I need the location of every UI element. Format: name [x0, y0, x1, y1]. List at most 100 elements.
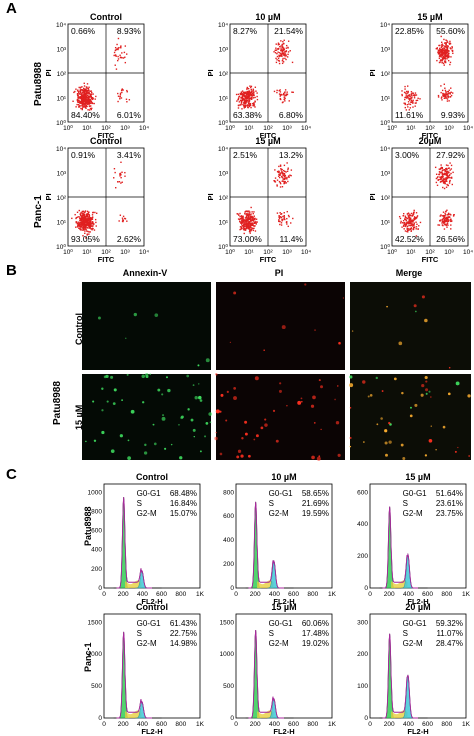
fluorescent-cells	[229, 283, 345, 352]
y-tick-label: 1500	[88, 619, 103, 626]
y-tick-label: 600	[223, 513, 234, 520]
plot-frame	[235, 613, 333, 719]
micrograph-background	[82, 282, 211, 370]
x-tick-label: 10²	[263, 125, 273, 132]
y-tick-label: 10⁰	[56, 243, 66, 251]
x-tick-label: 10⁰	[225, 248, 235, 256]
quadrant-ll-value: 11.61%	[395, 110, 424, 120]
x-tick-label: 1K	[196, 591, 205, 598]
micrograph-background	[216, 282, 345, 370]
y-tick-label: 10²	[57, 71, 67, 78]
event-dots	[71, 161, 128, 239]
phase-label: G2-M	[269, 509, 289, 518]
y-tick-label: 10¹	[219, 220, 229, 227]
model-fit-curve	[248, 501, 284, 589]
x-axis-label: FL2-H	[141, 727, 162, 736]
plot-title: 20 µM	[405, 602, 430, 612]
plot-title: 15 µM	[417, 12, 442, 22]
micrograph-tile	[82, 282, 211, 370]
fluorescent-cells	[97, 312, 210, 367]
y-tick-label: 600	[91, 528, 102, 535]
phase-label: S	[137, 499, 142, 508]
phase-value: 23.75%	[436, 509, 463, 518]
y-tick-label: 0	[98, 585, 102, 592]
y-tick-label: 10²	[381, 195, 391, 202]
quadrant-ul-value: 0.91%	[71, 150, 96, 160]
y-tick-label: 10²	[381, 71, 391, 78]
y-axis-label: PI	[44, 69, 53, 76]
x-tick-label: 10²	[425, 125, 435, 132]
x-tick-label: 600	[156, 591, 167, 598]
x-tick-label: 600	[288, 591, 299, 598]
plot-title: 15 µM	[271, 602, 296, 612]
y-tick-label: 400	[223, 537, 234, 544]
x-axis-label: FITC	[422, 255, 439, 264]
histogram-plot: 10 µM G0-G1 58.65% S 21.69% G2-M 19.59% 0 200 400…	[223, 472, 336, 606]
y-tick-label: 10¹	[381, 220, 391, 227]
x-tick-label: 10¹	[244, 125, 254, 132]
quadrant-lr-value: 9.93%	[441, 110, 466, 120]
micrograph-background	[350, 282, 471, 370]
quadrant-lr-value: 6.80%	[279, 110, 304, 120]
phase-label: G0-G1	[403, 619, 428, 628]
micrograph-tile	[82, 373, 213, 461]
x-tick-label: 0	[102, 721, 106, 728]
y-tick-label: 10⁴	[56, 146, 66, 153]
quadrant-lr-value: 2.62%	[117, 234, 142, 244]
y-tick-label: 200	[91, 566, 102, 573]
event-dots	[236, 162, 294, 235]
x-tick-label: 200	[250, 721, 261, 728]
phase-label: S	[403, 499, 408, 508]
phase-label: S	[269, 499, 274, 508]
x-tick-label: 10²	[101, 125, 111, 132]
micrograph-background	[216, 374, 345, 460]
x-tick-label: 10²	[263, 249, 273, 256]
y-axis-label: PI	[206, 193, 215, 200]
plot-title: 15 µM	[405, 472, 430, 482]
y-tick-label: 800	[91, 508, 102, 515]
plot-title: Control	[136, 602, 168, 612]
x-tick-label: 10¹	[244, 249, 254, 256]
phase-value: 21.69%	[302, 499, 329, 508]
phase-value: 51.64%	[436, 489, 463, 498]
y-tick-label: 10¹	[57, 96, 67, 103]
y-tick-label: 0	[364, 585, 368, 592]
x-tick-label: 200	[250, 591, 261, 598]
flow-plot: 10 µM 8.27% 21.54% 63.38% 6.80% 10⁰ 10¹ 10² 10³ 1…	[206, 12, 311, 140]
flow-plot: 20µM 3.00% 27.92% 42.52% 26.56% 10⁰ 10¹ 10² 10³ 1…	[368, 136, 473, 264]
panel-c-letter: C	[6, 466, 17, 483]
quadrant-ul-value: 3.00%	[395, 150, 420, 160]
x-tick-label: 10³	[282, 125, 292, 132]
x-tick-label: 400	[403, 591, 414, 598]
y-tick-label: 10³	[381, 47, 391, 54]
phase-value: 28.47%	[436, 639, 463, 648]
y-axis-label: PI	[368, 193, 377, 200]
quadrant-lr-value: 6.01%	[117, 110, 142, 120]
micrograph-tile	[216, 282, 345, 370]
quadrant-ul-value: 22.85%	[395, 26, 424, 36]
plot-frame	[369, 483, 467, 589]
phase-value: 15.07%	[170, 509, 197, 518]
y-tick-label: 10³	[219, 47, 229, 54]
x-tick-label: 200	[384, 721, 395, 728]
panel-b-row-label: Patu8988	[52, 381, 63, 425]
fluorescent-cells	[214, 373, 341, 461]
x-tick-label: 10⁰	[225, 124, 235, 132]
fluorescent-cells	[349, 375, 471, 460]
x-tick-label: 0	[234, 721, 238, 728]
flow-plot: Control 0.66% 8.93% 84.40% 6.01% 10⁰ 10¹ 10² 10³…	[44, 12, 149, 140]
y-tick-label: 1000	[220, 651, 235, 658]
quadrant-ur-value: 21.54%	[274, 26, 303, 36]
x-tick-label: 10⁰	[387, 248, 397, 256]
y-tick-label: 0	[230, 585, 234, 592]
phase-value: 68.48%	[170, 489, 197, 498]
x-axis-label: FL2-H	[141, 597, 162, 606]
panel-b-col-merge: Merge	[395, 268, 423, 278]
x-tick-label: 800	[441, 721, 452, 728]
phase-label: G0-G1	[137, 619, 162, 628]
x-axis-label: FITC	[98, 255, 115, 264]
x-tick-label: 10⁴	[139, 249, 149, 256]
y-tick-label: 1000	[88, 489, 103, 496]
y-tick-label: 500	[91, 683, 102, 690]
flow-plot: 15 µM 22.85% 55.60% 11.61% 9.93% 10⁰ 10¹ 10² 10³…	[368, 12, 473, 140]
